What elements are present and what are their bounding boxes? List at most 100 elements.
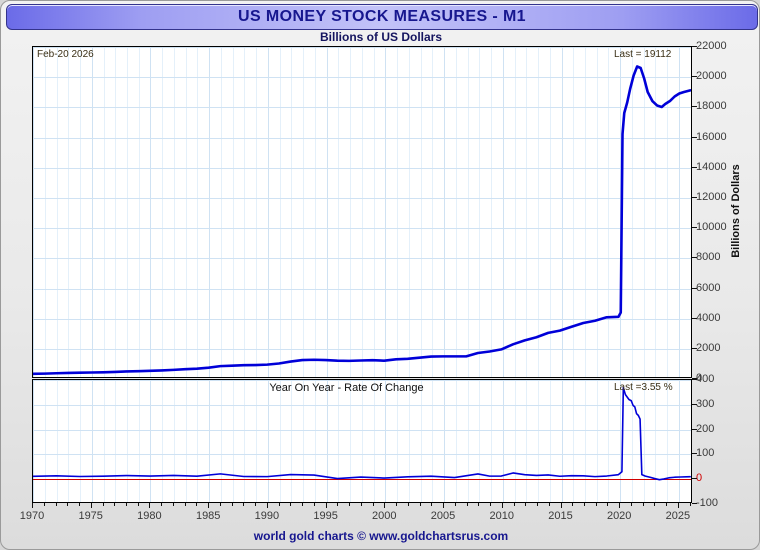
y-axis-tick-mark: [692, 428, 697, 430]
y-axis-tick-mark: [692, 378, 697, 379]
as-of-date-label: Feb-20 2026: [37, 49, 94, 60]
y-axis-title: Billions of Dollars: [730, 164, 742, 258]
x-axis-minor-tick-mark: [102, 503, 104, 506]
y-axis-tick-mark: [692, 76, 697, 78]
chart-subtitle: Billions of US Dollars: [319, 30, 442, 44]
x-axis-minor-tick-mark: [548, 503, 550, 506]
y-axis-tick-label: -100: [696, 497, 719, 509]
x-axis-minor-tick-mark: [407, 503, 409, 506]
x-axis-minor-tick-mark: [126, 503, 127, 506]
x-axis-minor-tick-mark: [172, 503, 174, 506]
x-axis-minor-tick-mark: [360, 503, 362, 506]
x-axis-minor-tick-mark: [584, 503, 585, 506]
x-axis-minor-tick-mark: [478, 503, 480, 506]
x-axis-minor-tick-mark: [67, 503, 69, 506]
x-axis-minor-tick-mark: [161, 503, 163, 506]
y-axis-tick-label: 12000: [696, 190, 727, 203]
main-last-value-label: Last = 19112: [614, 49, 672, 60]
x-axis-minor-tick-mark: [666, 503, 668, 506]
y-axis-tick-label: 4000: [696, 311, 721, 324]
m1-money-stock-series: [33, 47, 691, 377]
x-axis-tick-mark: [32, 503, 33, 508]
y-axis-tick-mark: [692, 287, 697, 289]
y-axis-tick-label: 8000: [696, 251, 721, 264]
y-axis-tick-mark: [692, 106, 697, 108]
x-axis-tick-label: 1980: [137, 510, 162, 522]
y-axis-tick-mark: [692, 317, 697, 319]
x-axis-tick-mark: [619, 503, 621, 508]
x-axis-minor-tick-mark: [219, 503, 221, 506]
x-axis-minor-tick-mark: [55, 503, 57, 506]
x-axis-tick-mark: [208, 503, 210, 508]
x-axis-minor-tick-mark: [454, 503, 456, 506]
x-axis-tick-mark: [384, 503, 386, 508]
x-axis-minor-tick-mark: [642, 503, 644, 506]
x-axis-tick-label: 1990: [254, 510, 280, 522]
x-axis-minor-tick-mark: [313, 503, 315, 506]
x-axis-minor-tick-mark: [431, 503, 433, 506]
y-axis-tick-label: 22000: [696, 40, 727, 52]
x-axis-minor-tick-mark: [137, 503, 139, 506]
y-axis-tick-label: 10000: [696, 221, 727, 234]
y-axis-tick-label: 6000: [696, 281, 721, 294]
x-axis-tick-label: 2025: [665, 510, 691, 522]
x-axis-minor-tick-mark: [513, 503, 515, 506]
x-axis-minor-tick-mark: [290, 503, 292, 506]
x-axis-minor-tick-mark: [196, 503, 198, 506]
x-axis-minor-tick-mark: [372, 503, 374, 506]
x-axis-minor-tick-mark: [184, 503, 186, 506]
y-axis-tick-mark: [692, 379, 697, 380]
x-axis-minor-tick-mark: [231, 503, 233, 506]
x-axis-tick-mark: [325, 503, 327, 508]
x-axis-tick-mark: [266, 503, 268, 508]
x-axis-tick-label: 1985: [195, 510, 221, 522]
x-axis-minor-tick-mark: [466, 503, 468, 506]
x-axis-tick-label: 2015: [548, 510, 573, 522]
x-axis-minor-tick-mark: [114, 503, 116, 506]
y-axis-tick-mark: [692, 227, 697, 229]
x-axis-tick-label: 1995: [313, 510, 338, 522]
y-axis-tick-mark: [692, 478, 697, 480]
x-axis-tick-mark: [443, 503, 444, 508]
m1-yoy-rate-of-change-series: [33, 380, 691, 502]
y-axis-tick-label: 2000: [696, 341, 721, 354]
y-axis-tick-mark: [692, 136, 697, 138]
y-axis-tick-mark: [692, 257, 697, 259]
x-axis-minor-tick-mark: [630, 503, 632, 506]
title-bar: US MONEY STOCK MEASURES - M1: [6, 4, 758, 30]
x-axis-tick-mark: [677, 503, 679, 508]
y-axis-tick-mark: [692, 503, 697, 504]
x-axis-tick-label: 2005: [430, 510, 456, 522]
x-axis-minor-tick-mark: [255, 503, 257, 506]
y-axis-tick-label: 300: [696, 397, 715, 410]
x-axis-minor-tick-mark: [654, 503, 656, 506]
x-axis-tick-label: 2010: [489, 510, 515, 522]
x-axis-tick-label: 2000: [372, 510, 397, 522]
x-axis-tick-label: 2020: [606, 510, 632, 522]
x-axis-minor-tick-mark: [79, 503, 80, 506]
x-axis-minor-tick-mark: [607, 503, 609, 506]
x-axis-minor-tick-mark: [349, 503, 351, 506]
y-axis-tick-mark: [692, 453, 697, 455]
y-axis-tick-label: 14000: [696, 160, 727, 173]
footer-credit: world gold charts © www.goldchartsrus.co…: [253, 529, 509, 543]
y-axis-tick-mark: [692, 403, 697, 405]
x-axis-minor-tick-mark: [419, 503, 421, 506]
x-axis-tick-mark: [560, 503, 562, 508]
x-axis-tick-label: 1975: [78, 510, 103, 522]
y-axis-tick-label: 400: [696, 373, 715, 385]
x-axis-tick-mark: [149, 503, 151, 508]
y-axis-tick-mark: [692, 196, 697, 198]
roc-last-value-label: Last =3.55 %: [614, 382, 673, 393]
x-axis-minor-tick-mark: [243, 503, 245, 506]
y-axis-tick-label: 100: [696, 447, 715, 460]
x-axis-tick-mark: [501, 503, 503, 508]
y-axis-tick-label: 0: [696, 372, 703, 384]
roc-panel-title: Year On Year - Rate Of Change: [269, 382, 424, 394]
x-axis-minor-tick-mark: [278, 503, 280, 506]
x-axis-minor-tick-mark: [537, 503, 538, 506]
x-axis-minor-tick-mark: [572, 503, 574, 506]
main-chart-panel: [32, 46, 692, 378]
y-axis-tick-mark: [692, 347, 697, 349]
